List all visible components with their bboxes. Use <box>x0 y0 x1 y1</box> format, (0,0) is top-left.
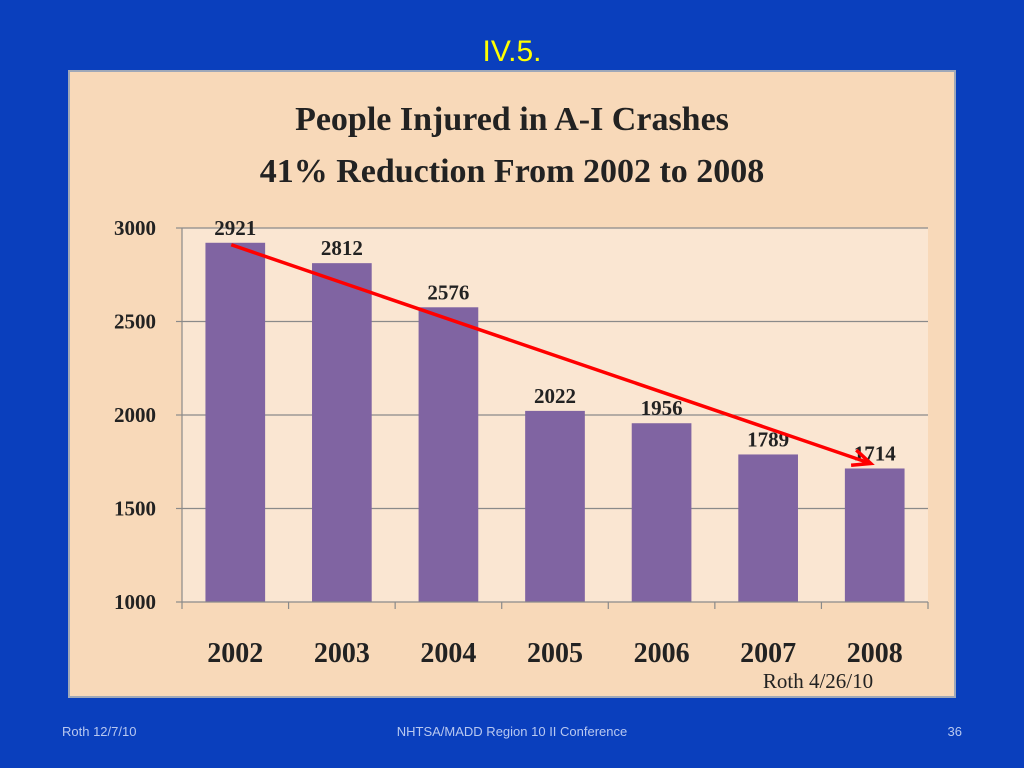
x-tick-label-2004: 2004 <box>420 638 476 669</box>
x-tick-label-2006: 2006 <box>634 638 690 669</box>
y-tick-label: 3000 <box>114 216 156 240</box>
axes <box>176 227 929 609</box>
data-label-2003: 2812 <box>321 236 363 260</box>
bar-2003 <box>312 263 372 602</box>
x-tick-label-2003: 2003 <box>314 638 370 669</box>
x-tick-label-2007: 2007 <box>740 638 796 669</box>
chart-subtitle: 41% Reduction From 2002 to 2008 <box>260 153 765 190</box>
trend-arrow-line <box>230 243 872 466</box>
x-tick-label-2008: 2008 <box>847 638 903 669</box>
trend-arrow <box>230 243 875 467</box>
slide-title: IV.5. <box>482 35 542 68</box>
bar-2002 <box>205 242 266 602</box>
trend-arrow-head <box>850 448 875 467</box>
bar-chart: 1000 1500 2000 2500 3000 2921 2002 2812 2003 2576… <box>114 101 929 693</box>
x-tick-label-2005: 2005 <box>527 638 583 669</box>
data-label-2004: 2576 <box>427 280 469 304</box>
bar-2005 <box>525 410 585 602</box>
chart-frame: 1000 1500 2000 2500 3000 2921 2002 2812 2003 2576… <box>68 70 956 698</box>
bars <box>205 242 905 602</box>
chart-title: People Injured in A-I Crashes <box>295 101 729 138</box>
y-tick-label: 1500 <box>114 497 156 521</box>
x-tick-label-2002: 2002 <box>207 638 263 669</box>
footer-author-date: Roth 12/7/10 <box>62 724 137 739</box>
y-tick-label: 2500 <box>114 310 156 334</box>
chart-annotation: Roth 4/26/10 <box>763 669 873 693</box>
slide-number: 36 <box>947 724 962 739</box>
bar-2007 <box>738 454 798 602</box>
data-label-2005: 2022 <box>534 384 576 408</box>
bar-2008 <box>844 468 905 602</box>
data-label-2007: 1789 <box>747 427 789 451</box>
y-tick-label: 1000 <box>114 590 156 614</box>
data-label-2006: 1956 <box>641 396 683 420</box>
bar-2004 <box>418 307 479 602</box>
footer-conference: NHTSA/MADD Region 10 II Conference <box>396 724 628 739</box>
bar-2006 <box>631 423 692 602</box>
y-tick-label: 2000 <box>114 403 156 427</box>
data-label-2002: 2921 <box>214 216 256 240</box>
